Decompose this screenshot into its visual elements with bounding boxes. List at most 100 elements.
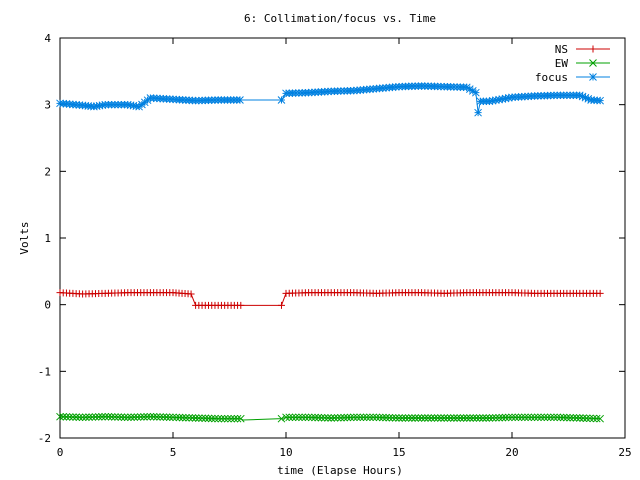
data-point-ew	[375, 413, 384, 422]
data-point-ew	[556, 413, 565, 422]
data-point-ew	[65, 413, 74, 421]
x-tick-label: 10	[279, 446, 292, 459]
data-point-ew	[298, 413, 306, 422]
data-point-ew	[337, 413, 345, 422]
legend-label-focus: focus	[535, 71, 568, 84]
y-axis: -2 -1 0 1 2 3 4	[38, 32, 625, 445]
legend-label-ew: EW	[555, 57, 569, 70]
data-point-ew	[569, 413, 578, 422]
data-point-ew	[333, 413, 342, 422]
data-point-ew	[533, 413, 542, 422]
data-point-ew	[437, 414, 445, 422]
data-point-ew	[566, 413, 574, 422]
data-point-ew	[343, 413, 352, 422]
data-point-ew	[424, 414, 432, 422]
x-tick-label: 5	[170, 446, 177, 459]
data-point-ew	[185, 413, 193, 422]
data-point-ew	[311, 413, 319, 422]
data-point-ew	[340, 413, 348, 422]
data-point-ew	[69, 413, 77, 421]
data-point-ew	[104, 412, 113, 421]
series-layer	[56, 82, 604, 423]
data-point-ew	[488, 414, 497, 422]
data-point-focus	[492, 96, 500, 105]
data-point-ew	[285, 413, 294, 422]
data-point-ew	[117, 413, 126, 421]
data-point-ew	[482, 414, 491, 422]
data-point-ew	[162, 413, 171, 421]
data-point-ew	[420, 414, 429, 422]
data-point-ew	[401, 414, 410, 422]
data-point-ew	[156, 413, 164, 421]
data-point-ew	[98, 412, 106, 421]
data-point-ew	[546, 413, 555, 422]
data-point-ew	[217, 414, 226, 423]
data-point-ew	[277, 414, 286, 423]
data-point-ew	[107, 413, 116, 421]
data-point-focus	[581, 93, 590, 102]
data-point-ew	[433, 414, 442, 422]
data-point-ew	[359, 413, 368, 422]
data-point-ew	[459, 414, 468, 422]
data-point-focus	[495, 95, 503, 104]
data-point-focus	[95, 101, 104, 110]
data-point-ew	[233, 414, 242, 423]
data-point-ew	[408, 414, 416, 422]
data-point-ew	[379, 413, 387, 422]
series-ew	[56, 412, 604, 423]
y-tick-label: 2	[44, 165, 51, 178]
data-point-ew	[224, 414, 232, 423]
data-point-ew	[479, 414, 487, 422]
data-point-ew	[456, 414, 465, 422]
data-point-ew	[388, 413, 397, 422]
data-point-focus	[468, 87, 477, 95]
data-point-ew	[495, 413, 503, 422]
data-point-ew	[498, 413, 507, 422]
data-point-ew	[91, 413, 100, 421]
legend-marker-ns	[589, 45, 597, 53]
data-point-ew	[524, 413, 532, 422]
data-point-ew	[485, 414, 494, 422]
data-point-ew	[575, 414, 584, 422]
data-point-ew	[453, 414, 461, 422]
data-point-ew	[527, 413, 536, 422]
data-point-ew	[504, 413, 513, 422]
data-point-focus	[462, 83, 471, 92]
data-point-ew	[307, 413, 316, 422]
data-point-ew	[517, 413, 526, 422]
data-point-ew	[201, 414, 210, 423]
data-point-ew	[563, 413, 571, 422]
x-tick-label: 20	[505, 446, 518, 459]
data-point-ew	[462, 414, 471, 422]
data-point-ew	[472, 414, 481, 422]
data-point-ew	[582, 414, 591, 423]
data-point-ew	[88, 413, 97, 421]
data-point-ew	[133, 413, 142, 421]
data-point-ew	[398, 414, 407, 422]
data-point-ew	[404, 414, 413, 422]
data-point-ew	[236, 414, 245, 423]
data-point-ew	[559, 413, 568, 422]
data-point-focus	[488, 96, 497, 105]
data-point-ew	[443, 414, 452, 422]
data-point-ew	[81, 413, 90, 422]
data-point-ew	[414, 414, 423, 422]
data-point-ew	[140, 413, 148, 421]
data-point-ew	[427, 414, 436, 422]
data-point-ew	[369, 413, 378, 422]
data-point-ns	[237, 301, 245, 309]
data-point-ew	[543, 413, 552, 422]
data-point-ew	[592, 414, 601, 423]
data-point-ew	[130, 413, 139, 421]
data-point-ew	[230, 414, 239, 423]
data-point-ew	[188, 414, 197, 422]
data-point-ew	[395, 414, 403, 422]
chart-title: 6: Collimation/focus vs. Time	[244, 12, 436, 25]
data-point-ew	[446, 414, 455, 422]
data-point-ew	[540, 413, 549, 422]
y-axis-label: Volts	[18, 221, 31, 254]
data-point-ew	[324, 414, 332, 422]
data-point-ew	[385, 413, 394, 422]
data-point-focus	[92, 102, 101, 111]
data-point-ew	[101, 412, 110, 421]
